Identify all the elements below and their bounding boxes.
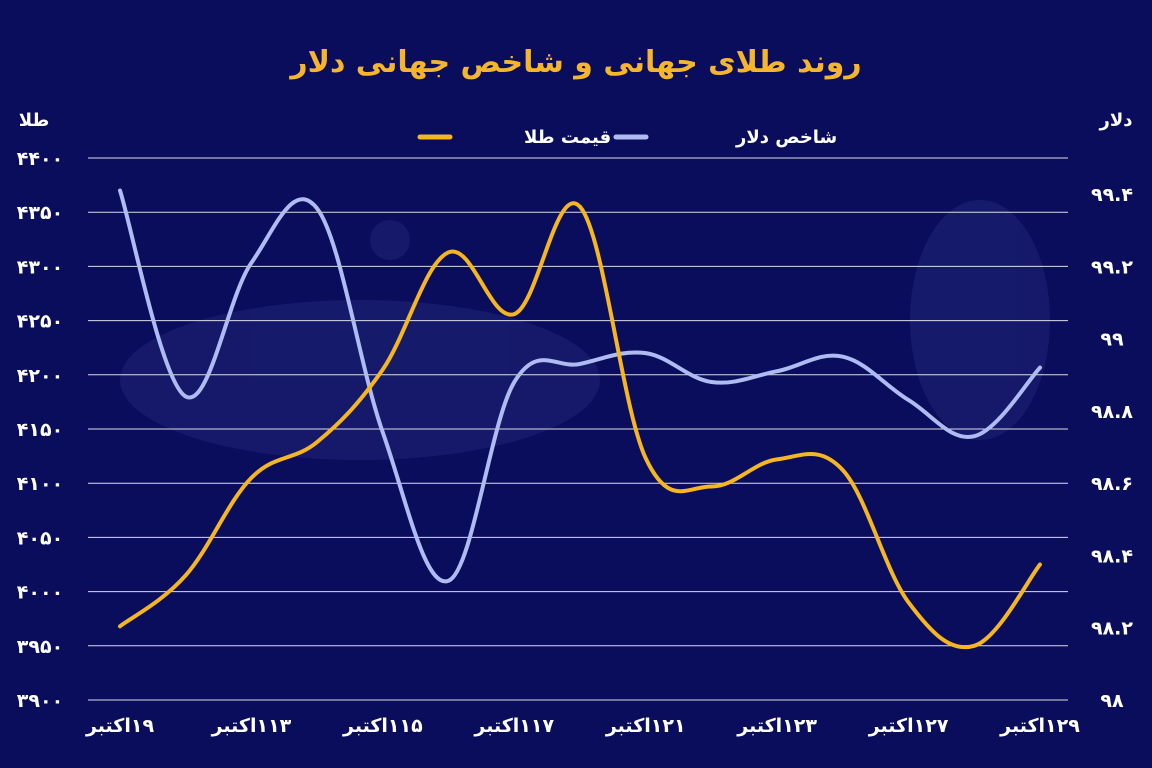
data-point-gold-price: [775, 457, 779, 462]
data-point-dollar-index: [249, 260, 254, 265]
right-tick-label: ۹۸.۴: [1091, 545, 1133, 567]
watermark-logo: [120, 200, 1050, 460]
data-point-dollar-index: [709, 380, 714, 384]
right-tick-label: ۹۹.۲: [1091, 256, 1133, 278]
data-point-gold-price: [118, 624, 122, 629]
right-axis-ticks: ۹۹.۴ ۹۹.۲ ۹۹ ۹۸.۸ ۹۸.۶ ۹۸.۴ ۹۸.۲ ۹۸: [1091, 184, 1133, 712]
data-point-dollar-index: [446, 578, 451, 583]
data-point-dollar-index: [183, 394, 188, 399]
series-layer: [118, 188, 1042, 650]
x-axis-ticks: ۱۹اکتبر ۱۱۳اکتبر ۱۱۵اکتبر ۱۱۷اکتبر ۱۲۱اکتبر ۱…: [85, 715, 1080, 737]
x-tick-label: ۱۱۳اکتبر: [211, 715, 292, 737]
data-point-gold-price: [315, 440, 319, 444]
left-tick-label: ۳۹۵۰: [17, 636, 63, 658]
right-axis-label: دلار: [1098, 110, 1132, 131]
x-tick-label: ۱۱۵اکتبر: [342, 715, 423, 737]
x-tick-label: ۱۲۹اکتبر: [999, 715, 1080, 737]
data-point-gold-price: [381, 367, 385, 372]
data-point-dollar-index: [841, 354, 845, 359]
data-point-gold-price: [446, 250, 451, 255]
data-point-dollar-index: [381, 430, 385, 435]
data-point-gold-price: [1038, 562, 1042, 567]
left-tick-label: ۳۹۰۰: [17, 690, 63, 712]
legend: قیمت طلا شاخص دلار: [417, 127, 837, 148]
data-point-dollar-index: [512, 380, 517, 384]
left-tick-label: ۴۱۵۰: [17, 419, 63, 441]
left-tick-label: ۴۲۰۰: [17, 365, 63, 387]
data-point-dollar-index: [118, 188, 122, 193]
right-tick-label: ۹۸.۸: [1091, 401, 1133, 423]
data-point-gold-price: [183, 573, 188, 578]
data-point-dollar-index: [315, 206, 319, 211]
data-point-gold-price: [841, 468, 845, 472]
legend-label-gold-price: قیمت طلا: [524, 127, 611, 148]
left-tick-label: ۴۳۰۰: [17, 256, 63, 278]
left-tick-label: ۴۰۰۰: [17, 582, 63, 604]
x-tick-label: ۱۱۷اکتبر: [473, 715, 554, 737]
data-point-dollar-index: [972, 434, 977, 439]
chart-title: روند طلای جهانی و شاخص جهانی دلار: [288, 45, 861, 80]
right-tick-label: ۹۸.۶: [1091, 473, 1133, 495]
gridlines: [88, 157, 1068, 701]
legend-label-dollar-index: شاخص دلار: [735, 127, 837, 148]
left-axis-ticks: ۴۴۰۰ ۴۳۵۰ ۴۳۰۰ ۴۲۵۰ ۴۲۰۰ ۴۱۵۰ ۴۱۰۰ ۴۰۵۰ ۴۰۰۰ ۳۹۵۰…: [17, 148, 63, 712]
data-point-dollar-index: [643, 351, 648, 355]
data-point-dollar-index: [578, 362, 582, 366]
data-point-gold-price: [643, 456, 648, 461]
left-tick-label: ۴۲۵۰: [17, 311, 63, 333]
left-tick-label: ۴۳۵۰: [17, 202, 63, 224]
left-tick-label: ۴۰۵۰: [17, 527, 63, 549]
x-tick-label: ۱۲۷اکتبر: [868, 715, 949, 737]
data-point-dollar-index: [906, 398, 911, 402]
right-tick-label: ۹۹.۴: [1091, 184, 1133, 206]
right-tick-label: ۹۸.۲: [1091, 618, 1133, 640]
x-tick-label: ۱۲۱اکتبر: [605, 715, 686, 737]
left-axis-label: طلا: [19, 110, 50, 131]
x-tick-label: ۱۹اکتبر: [85, 715, 155, 737]
data-point-gold-price: [249, 475, 254, 480]
x-tick-label: ۱۲۳اکتبر: [736, 715, 817, 737]
data-point-gold-price: [709, 484, 714, 489]
left-tick-label: ۴۱۰۰: [17, 473, 63, 495]
data-point-gold-price: [512, 312, 517, 316]
right-tick-label: ۹۹: [1100, 329, 1124, 351]
right-tick-label: ۹۸: [1100, 690, 1124, 712]
left-tick-label: ۴۴۰۰: [17, 148, 63, 170]
data-point-gold-price: [972, 644, 977, 648]
data-point-gold-price: [578, 204, 582, 209]
data-point-gold-price: [906, 600, 911, 605]
data-point-dollar-index: [1038, 365, 1042, 370]
data-point-dollar-index: [775, 369, 779, 373]
